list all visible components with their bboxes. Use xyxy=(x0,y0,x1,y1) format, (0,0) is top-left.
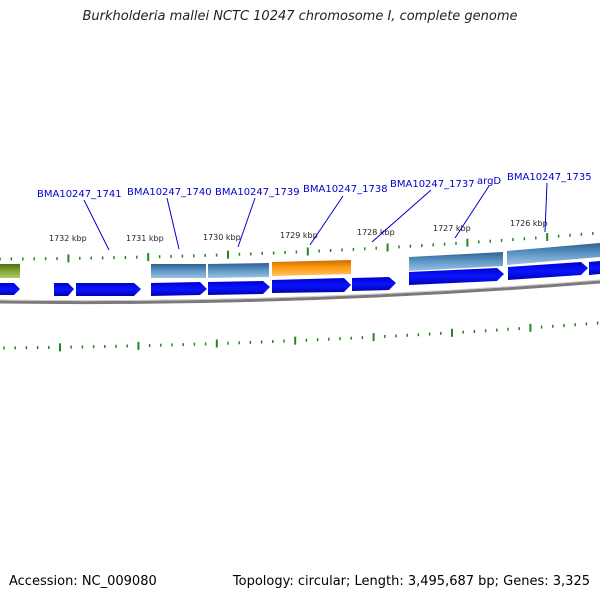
coordinate-label: 1732 kbp xyxy=(49,234,87,243)
cds-arrow xyxy=(0,283,20,295)
coordinate-label: 1730 kbp xyxy=(203,233,241,242)
feature-box-steel xyxy=(151,264,206,278)
callout-lines xyxy=(83,182,548,251)
gene-label: BMA10247_1741 xyxy=(37,189,122,200)
callout-line xyxy=(237,197,256,248)
feature-box-orange xyxy=(272,260,351,276)
cds-arrow xyxy=(508,262,588,280)
callout-line xyxy=(544,182,548,233)
feature-track xyxy=(0,243,600,278)
feature-box-olive xyxy=(0,264,20,278)
map-title: Burkholderia mallei NCTC 10247 chromosom… xyxy=(82,9,518,24)
cds-arrow xyxy=(208,281,270,295)
feature-box-steel xyxy=(409,252,503,271)
genome-backbone xyxy=(0,280,600,305)
feature-box-steel xyxy=(507,243,600,265)
callout-line xyxy=(454,185,490,239)
cds-arrow xyxy=(76,283,141,296)
feature-box-steel xyxy=(208,263,269,278)
callout-line xyxy=(309,195,344,246)
callout-line xyxy=(371,189,432,243)
coordinate-label: 1728 kbp xyxy=(357,228,395,237)
genome-summary: Topology: circular; Length: 3,495,687 bp… xyxy=(232,574,590,589)
accession-label: Accession: NC_009080 xyxy=(9,574,157,589)
coordinate-label: 1727 kbp xyxy=(433,224,471,233)
gene-label: BMA10247_1739 xyxy=(215,187,300,198)
coordinate-label: 1726 kbp xyxy=(510,219,548,228)
genome-backbone-highlight xyxy=(0,279,600,302)
gene-label: BMA10247_1738 xyxy=(303,184,388,195)
cds-arrow xyxy=(352,277,396,291)
inner-tick-row xyxy=(3,321,599,352)
cds-arrow xyxy=(409,268,504,285)
gene-labels: BMA10247_1741 BMA10247_1740 BMA10247_173… xyxy=(37,172,592,200)
cds-arrow xyxy=(54,283,74,296)
coordinate-labels: 1732 kbp 1731 kbp 1730 kbp 1729 kbp 1728… xyxy=(49,219,548,243)
cds-arrow xyxy=(151,282,207,296)
gene-label: BMA10247_1740 xyxy=(127,187,212,198)
gene-label: argD xyxy=(477,176,501,187)
cds-track xyxy=(0,261,600,296)
gene-label: BMA10247_1735 xyxy=(507,172,592,183)
coordinate-label: 1729 kbp xyxy=(280,231,318,240)
gene-label: BMA10247_1737 xyxy=(390,179,475,190)
callout-line xyxy=(166,197,180,250)
coordinate-label: 1731 kbp xyxy=(126,234,164,243)
cds-arrow xyxy=(589,261,600,275)
cds-arrow xyxy=(272,278,351,293)
outer-tick-row xyxy=(0,231,594,263)
callout-line xyxy=(83,199,110,251)
